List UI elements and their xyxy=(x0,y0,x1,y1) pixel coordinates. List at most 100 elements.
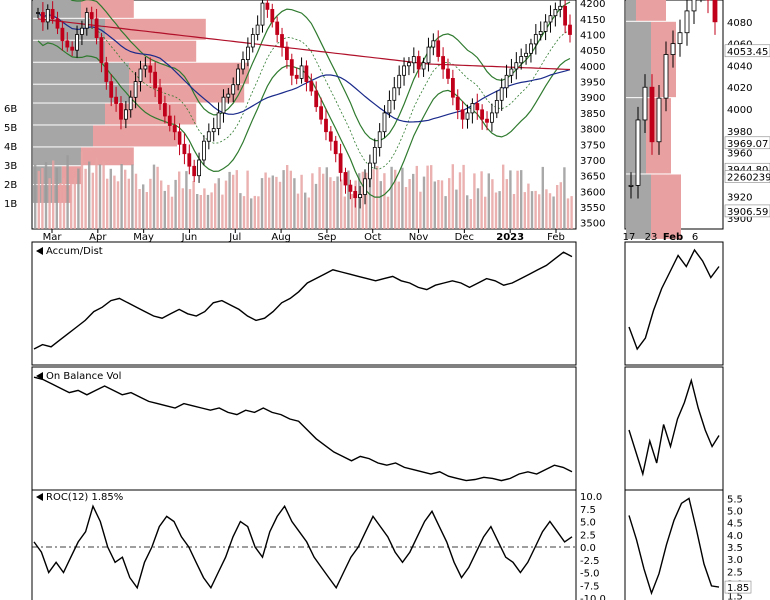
volume-bar xyxy=(332,181,336,229)
volume-bar xyxy=(484,196,487,229)
candle-body xyxy=(455,96,460,111)
candle-body xyxy=(124,109,128,120)
zoom-price-tick-label: 4080 xyxy=(727,18,752,29)
volume-bar xyxy=(260,178,264,229)
volume-bar xyxy=(106,178,109,229)
candle-body xyxy=(392,87,397,101)
zoom-candle-body xyxy=(670,43,676,55)
volume-bar xyxy=(412,173,415,229)
obv-mini-frame xyxy=(624,366,724,491)
roc-tick-label: 2.5 xyxy=(580,530,596,541)
candle-body xyxy=(60,27,65,42)
price-tick-label: 3500 xyxy=(580,219,605,230)
roc-mini-tick-label: 5.0 xyxy=(727,507,743,518)
zoom-date-tick-label: 6 xyxy=(692,232,698,243)
volume-profile-down xyxy=(81,0,134,18)
roc-mini-tick-label: 2.5 xyxy=(727,567,743,578)
candle-body xyxy=(236,68,241,86)
volume-bar xyxy=(559,182,562,229)
volume-bar xyxy=(163,190,166,229)
volume-profile-up xyxy=(33,62,129,84)
price-tick-label: 3900 xyxy=(580,93,605,104)
volume-bar xyxy=(185,171,188,229)
price-tick-label: 3950 xyxy=(580,78,605,89)
volume-bar xyxy=(98,164,102,229)
candle-body xyxy=(226,93,231,98)
candle-body xyxy=(319,106,324,120)
volume-bar xyxy=(34,164,37,229)
volume-bar xyxy=(379,181,382,229)
candle-body xyxy=(255,24,260,35)
volume-bar xyxy=(455,189,458,229)
accum-dist-label: Accum/Dist xyxy=(46,246,103,257)
zoom-price-marker-box xyxy=(724,204,770,218)
date-tick-label: 2023 xyxy=(496,232,524,243)
volume-bar xyxy=(293,178,296,229)
candle-body xyxy=(304,65,309,83)
roc-tick-label: 10.0 xyxy=(580,492,602,503)
volume-bars xyxy=(34,151,573,229)
roc-frame xyxy=(31,489,577,600)
candle-body xyxy=(416,56,421,70)
candle-body xyxy=(284,46,289,60)
candle-body xyxy=(55,18,60,29)
candle-body xyxy=(162,103,167,117)
volume-bar xyxy=(386,196,390,229)
candle-body xyxy=(231,84,236,95)
date-tick-label: Jul xyxy=(228,232,241,243)
candle-body xyxy=(470,103,475,114)
candle-body xyxy=(387,100,392,114)
price-tick-label: 3550 xyxy=(580,203,605,214)
volume-tick-label: 2B xyxy=(4,180,17,191)
volume-bar xyxy=(289,170,292,229)
volume-bar xyxy=(430,165,433,229)
candle-body xyxy=(216,112,221,130)
price-tick-label: 3650 xyxy=(580,172,605,183)
volume-bar xyxy=(336,176,339,229)
volume-bar xyxy=(66,155,69,229)
volume-bar xyxy=(59,183,62,229)
candle-body xyxy=(182,143,187,155)
volume-bar xyxy=(152,164,156,229)
zoom-volume-profile-down xyxy=(651,21,676,98)
candle-body xyxy=(372,146,377,164)
candle-body xyxy=(275,21,280,35)
volume-bar xyxy=(95,157,98,229)
volume-profile xyxy=(33,0,249,203)
candle-body xyxy=(250,34,255,48)
candle-body xyxy=(289,59,294,76)
candle-body xyxy=(353,190,358,199)
candle-body xyxy=(294,74,299,79)
zoom-candles xyxy=(628,0,718,199)
candle-body xyxy=(563,5,567,26)
volume-bar xyxy=(516,170,519,229)
volume-bar xyxy=(502,164,505,229)
candle-body xyxy=(167,115,172,126)
volume-tick-label: 6B xyxy=(4,104,17,115)
zoom-price-tick-label: 3920 xyxy=(727,192,752,203)
candle-body xyxy=(509,68,514,76)
zoom-price-tick-label: 3960 xyxy=(727,149,752,160)
roc-tick-label: -5.0 xyxy=(580,569,600,580)
volume-profile-up xyxy=(33,0,81,18)
volume-bar xyxy=(73,177,76,229)
candle-body xyxy=(367,162,372,180)
volume-bar xyxy=(257,196,260,229)
price-tick-label: 3850 xyxy=(580,109,605,120)
candle-body xyxy=(436,40,441,57)
roc-mini-line xyxy=(628,497,720,596)
candle-body xyxy=(421,62,426,70)
volume-bar xyxy=(102,160,105,229)
volume-bar xyxy=(253,195,256,229)
volume-bar xyxy=(422,176,426,229)
volume-profile-up xyxy=(33,166,62,185)
volume-bar xyxy=(509,170,512,229)
candle-body xyxy=(328,131,333,142)
price-candles xyxy=(36,0,572,209)
volume-bar xyxy=(383,173,386,229)
price-tick-label: 3750 xyxy=(580,140,605,151)
candle-body xyxy=(133,81,138,98)
volume-bar xyxy=(541,166,544,229)
volume-bar xyxy=(307,197,310,229)
volume-bar xyxy=(235,170,238,229)
